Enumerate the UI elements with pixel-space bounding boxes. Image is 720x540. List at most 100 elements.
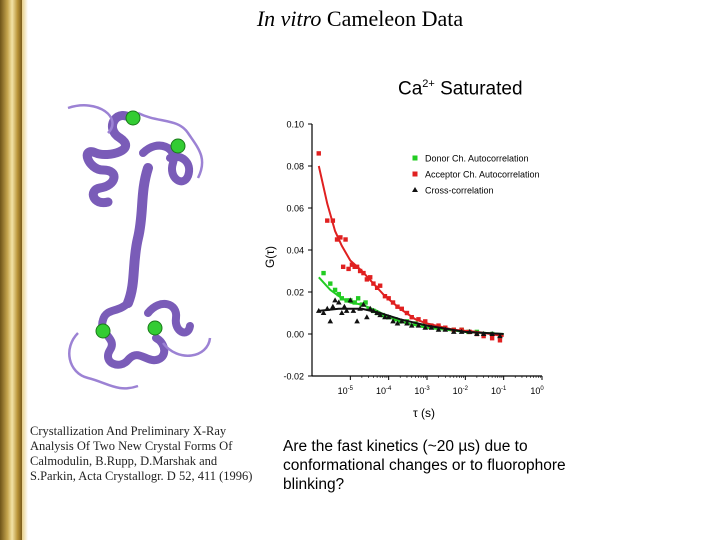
question-text: Are the fast kinetics (~20 µs) due to co… [283,438,566,493]
data-point [393,317,398,322]
x-tick-label: 10-4 [376,386,392,396]
subtitle-rest: Saturated [434,78,523,100]
data-point [428,324,435,330]
data-point [374,285,380,290]
data-point [352,264,357,269]
data-point [489,331,495,336]
data-point [394,320,401,326]
data-point [341,303,348,309]
y-tick-label: -0.02 [283,372,304,382]
data-point [386,296,391,301]
data-point [327,318,334,324]
legend-label: Donor Ch. Autocorrelation [425,154,529,164]
data-point [416,317,421,322]
data-point [332,297,338,303]
data-point [330,218,336,223]
data-point [343,307,350,313]
citation-text: Crystallization And Preliminary X-Ray An… [30,424,253,483]
slide-title-rest: Cameleon Data [321,6,464,31]
data-point [481,333,486,339]
x-tick-label: 10-3 [414,386,430,396]
fcs-correlation-chart: 0.10 0.08 0.06 0.04 0.02 0.00 -0.02 10-5 10-4 10-… [263,120,544,421]
subtitle-superscript: 2+ [422,78,435,90]
x-tick-label: 10-2 [453,386,469,396]
slide-title-italic: In vitro [256,6,322,31]
data-point [316,151,321,156]
data-point [404,320,410,326]
decorative-side-bar-highlight [22,0,28,540]
data-point [325,218,330,223]
data-point [315,307,322,313]
data-point [423,319,428,324]
decorative-side-bar [0,0,22,540]
data-point [357,268,363,274]
data-point [367,305,374,311]
legend-marker [412,155,418,161]
data-point [382,294,388,299]
data-point [334,237,340,242]
data-point [360,301,367,307]
data-point [398,318,405,324]
data-point [340,264,346,269]
data-point [489,336,495,341]
data-point [390,318,396,324]
data-point [377,312,383,318]
data-point [330,303,336,309]
data-point [435,326,442,332]
data-point [364,314,370,320]
data-point [390,300,396,305]
data-point [355,296,361,301]
data-point [409,315,414,320]
data-point [370,307,377,313]
data-point [374,310,380,315]
y-tick-label: 0.06 [286,204,304,214]
data-point [350,307,357,313]
legend-marker [412,171,418,177]
data-point [380,312,385,318]
data-point [442,326,449,332]
data-point [480,331,487,336]
x-tick-label: 100 [530,386,544,396]
data-point [395,304,400,309]
y-tick-label: 0.02 [286,288,304,298]
y-tick-label: 0.04 [286,246,304,256]
data-point [335,299,342,305]
data-point [404,310,410,316]
data-point [399,306,404,311]
data-point [458,328,465,334]
y-tick-label: 0.00 [286,330,304,340]
data-point [408,322,415,328]
data-point [377,283,383,288]
subtitle-base: Ca [398,78,423,100]
y-tick-label: 0.10 [286,120,304,130]
y-axis-label: G(τ) [263,246,277,268]
data-point [328,281,333,286]
data-point [321,270,326,276]
data-point [339,310,345,315]
data-point [354,264,360,269]
data-point [382,314,388,320]
calmodulin-structure-image [67,104,212,390]
y-tick-label: 0.08 [286,162,304,172]
legend-marker [412,187,418,192]
x-tick-label: 10-1 [491,386,507,396]
data-point [343,237,348,242]
calcium-ions [95,110,186,339]
data-point [371,281,376,286]
data-point [450,328,457,334]
data-point [497,338,503,343]
data-point [422,324,429,330]
data-point [497,333,503,339]
data-point [364,277,370,282]
slide-title: In vitro Cameleon Data [0,6,720,32]
data-point [320,310,327,315]
data-point [361,270,366,276]
data-point [368,275,373,280]
legend-label: Cross-correlation [425,186,494,196]
data-point [324,305,331,311]
data-point [344,298,349,303]
data-point [336,291,341,297]
fit-line-3 [318,307,504,335]
data-point [346,266,351,272]
data-point [354,318,360,324]
